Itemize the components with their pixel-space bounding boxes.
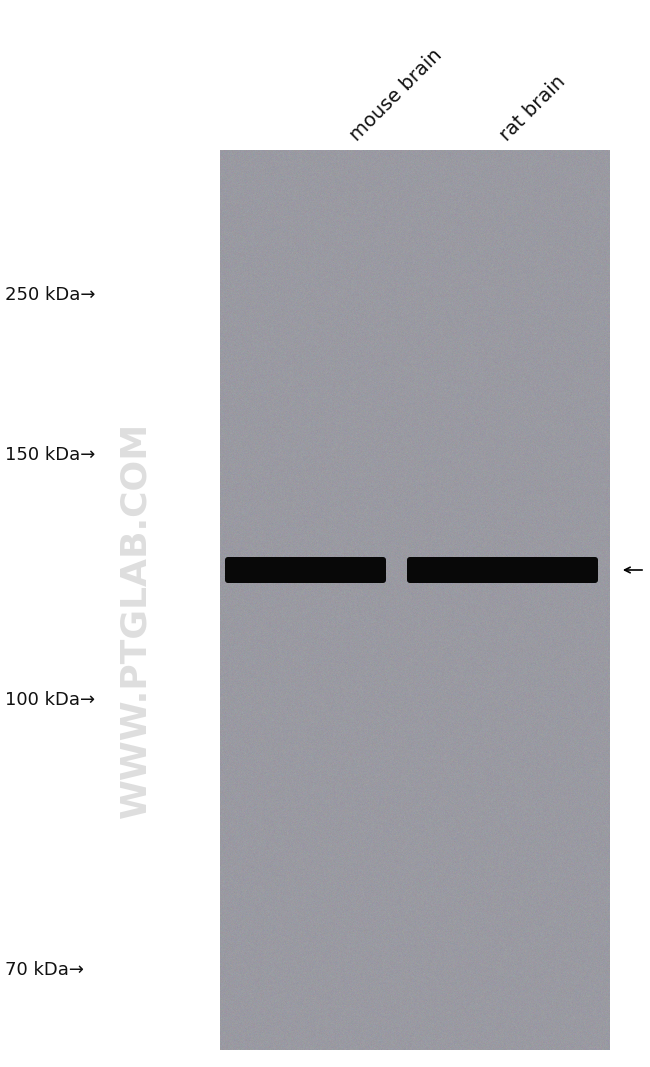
Text: 100 kDa→: 100 kDa→ (5, 691, 95, 708)
Text: 70 kDa→: 70 kDa→ (5, 961, 84, 980)
Text: mouse brain: mouse brain (346, 46, 446, 145)
Text: 150 kDa→: 150 kDa→ (5, 446, 96, 464)
FancyBboxPatch shape (407, 557, 598, 583)
FancyBboxPatch shape (225, 557, 386, 583)
Text: 250 kDa→: 250 kDa→ (5, 286, 96, 304)
Bar (220, 150, 610, 1050)
Text: rat brain: rat brain (497, 73, 569, 145)
Text: WWW.PTGLAB.COM: WWW.PTGLAB.COM (118, 421, 152, 818)
